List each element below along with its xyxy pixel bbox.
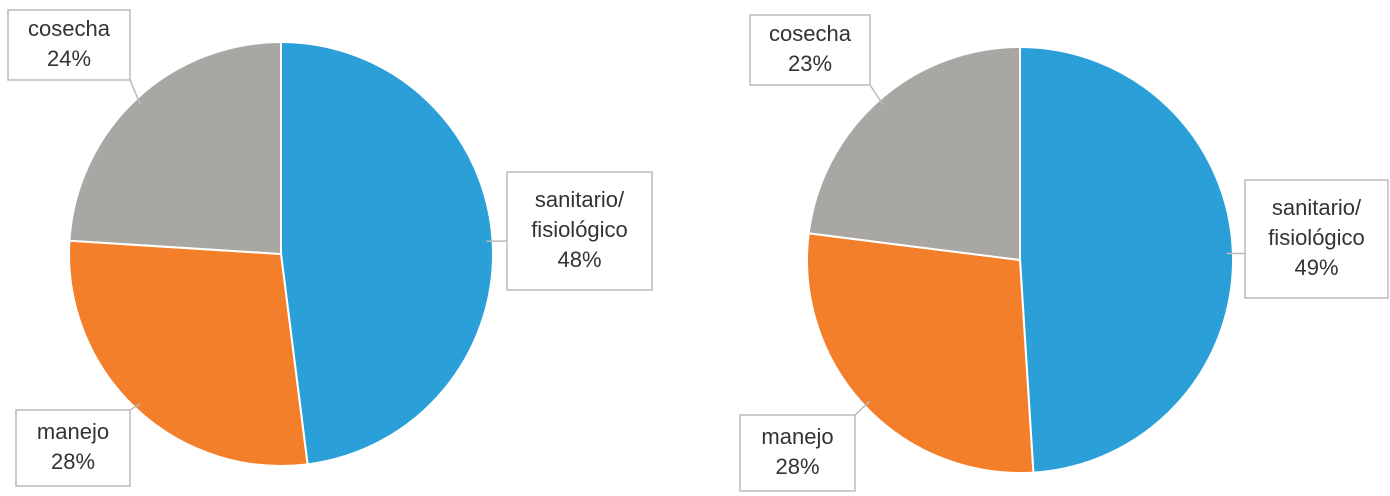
pie-slice bbox=[807, 45, 1021, 262]
category-line: sanitario/ bbox=[1272, 195, 1362, 220]
value-label: 28% bbox=[775, 454, 819, 479]
pie-slice bbox=[280, 40, 494, 466]
value-label: 48% bbox=[557, 247, 601, 272]
data-label: sanitario/fisiológico 48% bbox=[531, 187, 628, 272]
leader-line bbox=[129, 403, 141, 411]
category-line: fisiológico bbox=[531, 217, 628, 242]
pie-slice bbox=[1019, 45, 1234, 474]
leader-line bbox=[129, 79, 141, 105]
label-box bbox=[15, 409, 131, 487]
category-line: cosecha bbox=[769, 21, 852, 46]
data-label: manejo 28% bbox=[37, 419, 109, 474]
category-label: manejo bbox=[37, 419, 109, 444]
leader-line bbox=[854, 400, 870, 416]
category-label: sanitario/fisiológico bbox=[531, 187, 628, 242]
label-box bbox=[749, 14, 871, 86]
category-label: sanitario/fisiológico bbox=[1268, 195, 1365, 250]
category-line: manejo bbox=[761, 424, 833, 449]
category-line: sanitario/ bbox=[535, 187, 625, 212]
pie-slice bbox=[68, 40, 282, 256]
data-label: manejo 28% bbox=[761, 424, 833, 479]
value-label: 49% bbox=[1294, 255, 1338, 280]
category-line: manejo bbox=[37, 419, 109, 444]
data-label: sanitario/fisiológico 49% bbox=[1268, 195, 1365, 280]
data-label: cosecha 23% bbox=[769, 21, 852, 76]
leader-line bbox=[869, 84, 884, 106]
category-label: cosecha bbox=[28, 16, 111, 41]
label-box bbox=[739, 414, 856, 492]
label-box bbox=[506, 171, 653, 291]
value-label: 23% bbox=[788, 51, 832, 76]
pie-slice bbox=[68, 239, 309, 467]
data-label: cosecha 24% bbox=[28, 16, 111, 71]
value-label: 24% bbox=[47, 46, 91, 71]
category-label: cosecha bbox=[769, 21, 852, 46]
category-label: manejo bbox=[761, 424, 833, 449]
label-box bbox=[1244, 179, 1389, 299]
label-box bbox=[7, 9, 131, 81]
category-line: fisiológico bbox=[1268, 225, 1365, 250]
value-label: 28% bbox=[51, 449, 95, 474]
category-line: cosecha bbox=[28, 16, 111, 41]
